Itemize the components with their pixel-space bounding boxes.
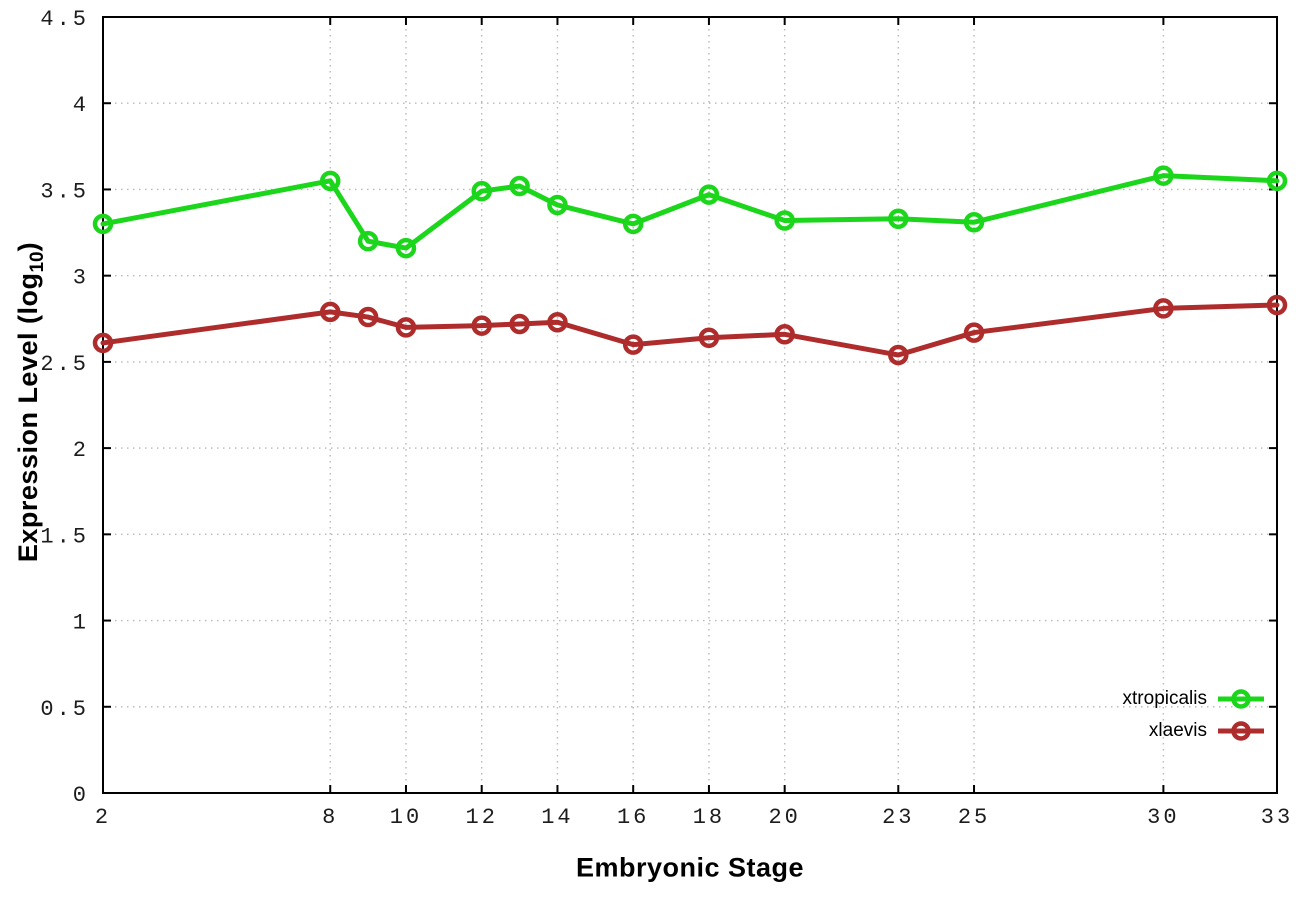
x-tick-labels: 2 8 10 12 14 16 18 20 23 25 30 33	[95, 805, 1293, 830]
data-point-xtropicalis	[92, 213, 114, 235]
data-point-xtropicalis	[963, 211, 985, 233]
y-tick-labels: 0 0.5 1 1.5 2 2.5 3 3.5 4 4.5	[40, 7, 89, 808]
legend-item-xlaevis: xlaevis	[1149, 719, 1266, 743]
svg-text:33: 33	[1261, 805, 1293, 830]
data-point-xtropicalis	[1153, 165, 1174, 186]
legend: xtropicalis xlaevis	[1123, 687, 1266, 743]
data-point-xlaevis	[1153, 298, 1174, 319]
svg-text:16: 16	[617, 805, 649, 830]
data-point-xtropicalis	[357, 230, 379, 252]
svg-text:25: 25	[958, 805, 990, 830]
svg-text:4: 4	[73, 93, 89, 118]
data-point-xlaevis	[622, 334, 644, 355]
series-line-xtropicalis	[100, 173, 1280, 251]
svg-text:2.5: 2.5	[40, 352, 89, 377]
data-point-xtropicalis	[319, 170, 341, 192]
svg-text:18: 18	[693, 805, 725, 830]
axis-ticks	[102, 16, 1278, 794]
data-point-xlaevis	[1266, 294, 1288, 316]
x-axis-title: Embryonic Stage	[575, 852, 805, 883]
legend-label-xtropicalis: xtropicalis	[1122, 688, 1207, 709]
y-axis-title-subscript: 10	[27, 251, 49, 273]
gridlines	[103, 17, 1277, 793]
plot-border	[102, 16, 1278, 794]
data-point-xlaevis	[963, 322, 985, 343]
data-point-xlaevis	[395, 317, 417, 338]
legend-marker-xtropicalis	[1218, 689, 1264, 709]
svg-text:4.5: 4.5	[40, 7, 89, 32]
legend-marker-xlaevis	[1218, 721, 1264, 741]
svg-text:20: 20	[768, 805, 800, 830]
data-point-xlaevis	[319, 301, 341, 323]
svg-text:0.5: 0.5	[40, 697, 89, 722]
data-point-xlaevis	[698, 327, 720, 348]
svg-text:2: 2	[95, 805, 111, 830]
data-point-xlaevis	[888, 344, 909, 366]
svg-text:1: 1	[73, 611, 89, 636]
data-point-xlaevis	[509, 313, 530, 335]
data-point-xtropicalis	[622, 213, 644, 235]
svg-text:2: 2	[73, 438, 89, 463]
series-line-xlaevis	[100, 302, 1280, 358]
y-axis-title-text: Expression Level (log	[12, 272, 43, 563]
svg-text:12: 12	[466, 805, 498, 830]
data-point-xtropicalis	[471, 180, 492, 202]
svg-text:1.5: 1.5	[40, 524, 89, 549]
legend-label-xlaevis: xlaevis	[1148, 720, 1207, 741]
data-point-xtropicalis	[698, 184, 720, 205]
data-point-xlaevis	[92, 332, 114, 354]
data-point-xtropicalis	[509, 175, 530, 197]
svg-text:3.5: 3.5	[40, 179, 89, 204]
series-xlaevis	[92, 294, 1288, 366]
data-point-xlaevis	[547, 311, 568, 333]
data-point-xtropicalis	[547, 194, 568, 216]
svg-text:8: 8	[322, 805, 338, 830]
svg-text:30: 30	[1147, 805, 1179, 830]
data-point-xlaevis	[471, 315, 492, 336]
data-point-xlaevis	[774, 324, 795, 345]
legend-item-xtropicalis: xtropicalis	[1123, 687, 1266, 711]
y-axis-title-suffix: )	[12, 241, 43, 252]
series-xtropicalis	[92, 165, 1288, 259]
data-point-xlaevis	[357, 306, 379, 328]
data-point-xtropicalis	[395, 237, 417, 259]
data-point-xtropicalis	[1266, 170, 1288, 192]
svg-text:14: 14	[541, 805, 573, 830]
data-point-xtropicalis	[888, 208, 909, 230]
svg-text:3: 3	[73, 266, 89, 291]
svg-text:23: 23	[882, 805, 914, 830]
svg-text:0: 0	[73, 783, 89, 808]
data-point-xtropicalis	[774, 210, 795, 231]
svg-text:10: 10	[390, 805, 422, 830]
y-axis-title: Expression Level (log10)	[13, 242, 49, 562]
